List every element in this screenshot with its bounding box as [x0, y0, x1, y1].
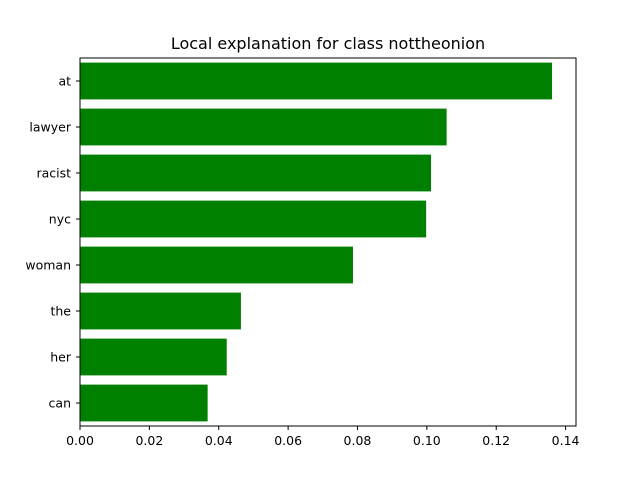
y-axis: at lawyer racist nyc woman the her can — [25, 74, 80, 411]
bar-her — [80, 338, 227, 376]
x-tick-label: 0.10 — [413, 433, 441, 448]
bar-lawyer — [80, 108, 447, 146]
y-tick-label: her — [50, 350, 72, 365]
x-tick-label: 0.12 — [482, 433, 510, 448]
y-tick-label: nyc — [49, 212, 71, 227]
bar-at — [80, 62, 553, 100]
x-tick-label: 0.14 — [552, 433, 580, 448]
x-tick-label: 0.04 — [205, 433, 233, 448]
chart-title: Local explanation for class nottheonion — [171, 34, 485, 53]
bar-woman — [80, 246, 353, 284]
x-tick-label: 0.00 — [66, 433, 94, 448]
bar-nyc — [80, 200, 427, 238]
bar-racist — [80, 154, 432, 192]
bars-group — [80, 62, 553, 422]
x-tick-label: 0.02 — [135, 433, 163, 448]
bar-the — [80, 292, 241, 330]
plot-frame — [79, 57, 577, 427]
x-tick-label: 0.06 — [274, 433, 302, 448]
y-tick-label: woman — [25, 258, 71, 273]
x-axis: 0.00 0.02 0.04 0.06 0.08 0.10 0.12 0.14 — [66, 426, 580, 448]
x-tick-label: 0.08 — [344, 433, 372, 448]
y-tick-label: at — [58, 74, 71, 89]
y-tick-label: racist — [36, 166, 71, 181]
bar-can — [80, 384, 208, 422]
y-tick-label: the — [50, 304, 71, 319]
y-tick-label: can — [49, 396, 71, 411]
y-tick-label: lawyer — [29, 120, 71, 135]
